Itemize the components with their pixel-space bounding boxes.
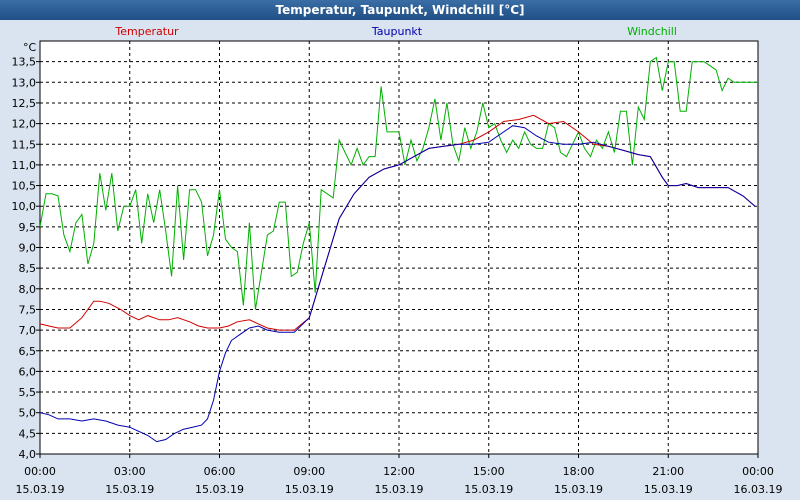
x-tick-date-label: 15.03.19: [464, 483, 513, 496]
y-tick-label: 12,5: [12, 97, 37, 110]
x-tick-time-label: 12:00: [383, 465, 415, 478]
x-tick-date-label: 15.03.19: [16, 483, 65, 496]
y-tick-label: 6,5: [19, 345, 37, 358]
y-tick-label: 9,0: [19, 242, 37, 255]
y-tick-label: 12,0: [12, 118, 37, 131]
x-tick-time-label: 00:00: [742, 465, 774, 478]
x-tick-time-label: 21:00: [652, 465, 684, 478]
x-axis-ticks: 00:00 15.03.19 03:00 15.03.19 06:00 15.03.19 0…: [16, 454, 783, 496]
legend-item-taupunkt: Taupunkt: [371, 25, 423, 38]
x-tick-date-label: 15.03.19: [554, 483, 603, 496]
y-tick-label: 4,0: [19, 448, 37, 461]
y-tick-label: 10,0: [12, 200, 37, 213]
y-tick-label: 7,0: [19, 324, 37, 337]
x-tick-date-label: 15.03.19: [644, 483, 693, 496]
y-tick-label: 10,5: [12, 180, 37, 193]
y-axis-ticks: 4,0 4,5 5,0 5,5 6,0 6,5 7,0 7,5 8,0 8,5 9,0 9,5 10,0…: [12, 56, 40, 461]
series-line-taupunkt: [39, 125, 756, 443]
x-tick-date-label: 15.03.19: [195, 483, 244, 496]
window-title: Temperatur, Taupunkt, Windchill [°C]: [0, 0, 800, 20]
legend: Temperatur Taupunkt Windchill: [114, 25, 677, 38]
series-lines: [39, 56, 758, 443]
x-tick-date-label: 16.03.19: [734, 483, 783, 496]
x-tick-time-label: 03:00: [114, 465, 146, 478]
y-tick-label: 7,5: [19, 303, 37, 316]
x-tick-time-label: 15:00: [473, 465, 505, 478]
y-tick-label: 4,5: [19, 427, 37, 440]
x-tick-time-label: 09:00: [293, 465, 325, 478]
legend-item-windchill: Windchill: [627, 25, 677, 38]
x-tick-date-label: 15.03.19: [375, 483, 424, 496]
y-tick-label: 5,0: [19, 407, 37, 420]
y-tick-label: 11,5: [12, 138, 37, 151]
line-chart: 4,0 4,5 5,0 5,5 6,0 6,5 7,0 7,5 8,0 8,5 9,0 9,5 10,0…: [12, 25, 783, 496]
series-line-windchill: [39, 56, 758, 310]
legend-item-temperatur: Temperatur: [114, 25, 179, 38]
y-axis-unit-label: °C: [23, 41, 37, 54]
y-tick-label: 9,5: [19, 221, 37, 234]
x-tick-date-label: 15.03.19: [285, 483, 334, 496]
grid-lines: [40, 41, 758, 454]
y-tick-label: 13,5: [12, 56, 37, 69]
x-tick-time-label: 00:00: [24, 465, 56, 478]
y-tick-label: 8,0: [19, 283, 37, 296]
x-tick-date-label: 15.03.19: [105, 483, 154, 496]
x-tick-time-label: 18:00: [563, 465, 595, 478]
y-tick-label: 8,5: [19, 262, 37, 275]
x-tick-time-label: 06:00: [204, 465, 236, 478]
y-tick-label: 5,5: [19, 386, 37, 399]
y-tick-label: 6,0: [19, 365, 37, 378]
y-tick-label: 13,0: [12, 76, 37, 89]
y-tick-label: 11,0: [12, 159, 37, 172]
